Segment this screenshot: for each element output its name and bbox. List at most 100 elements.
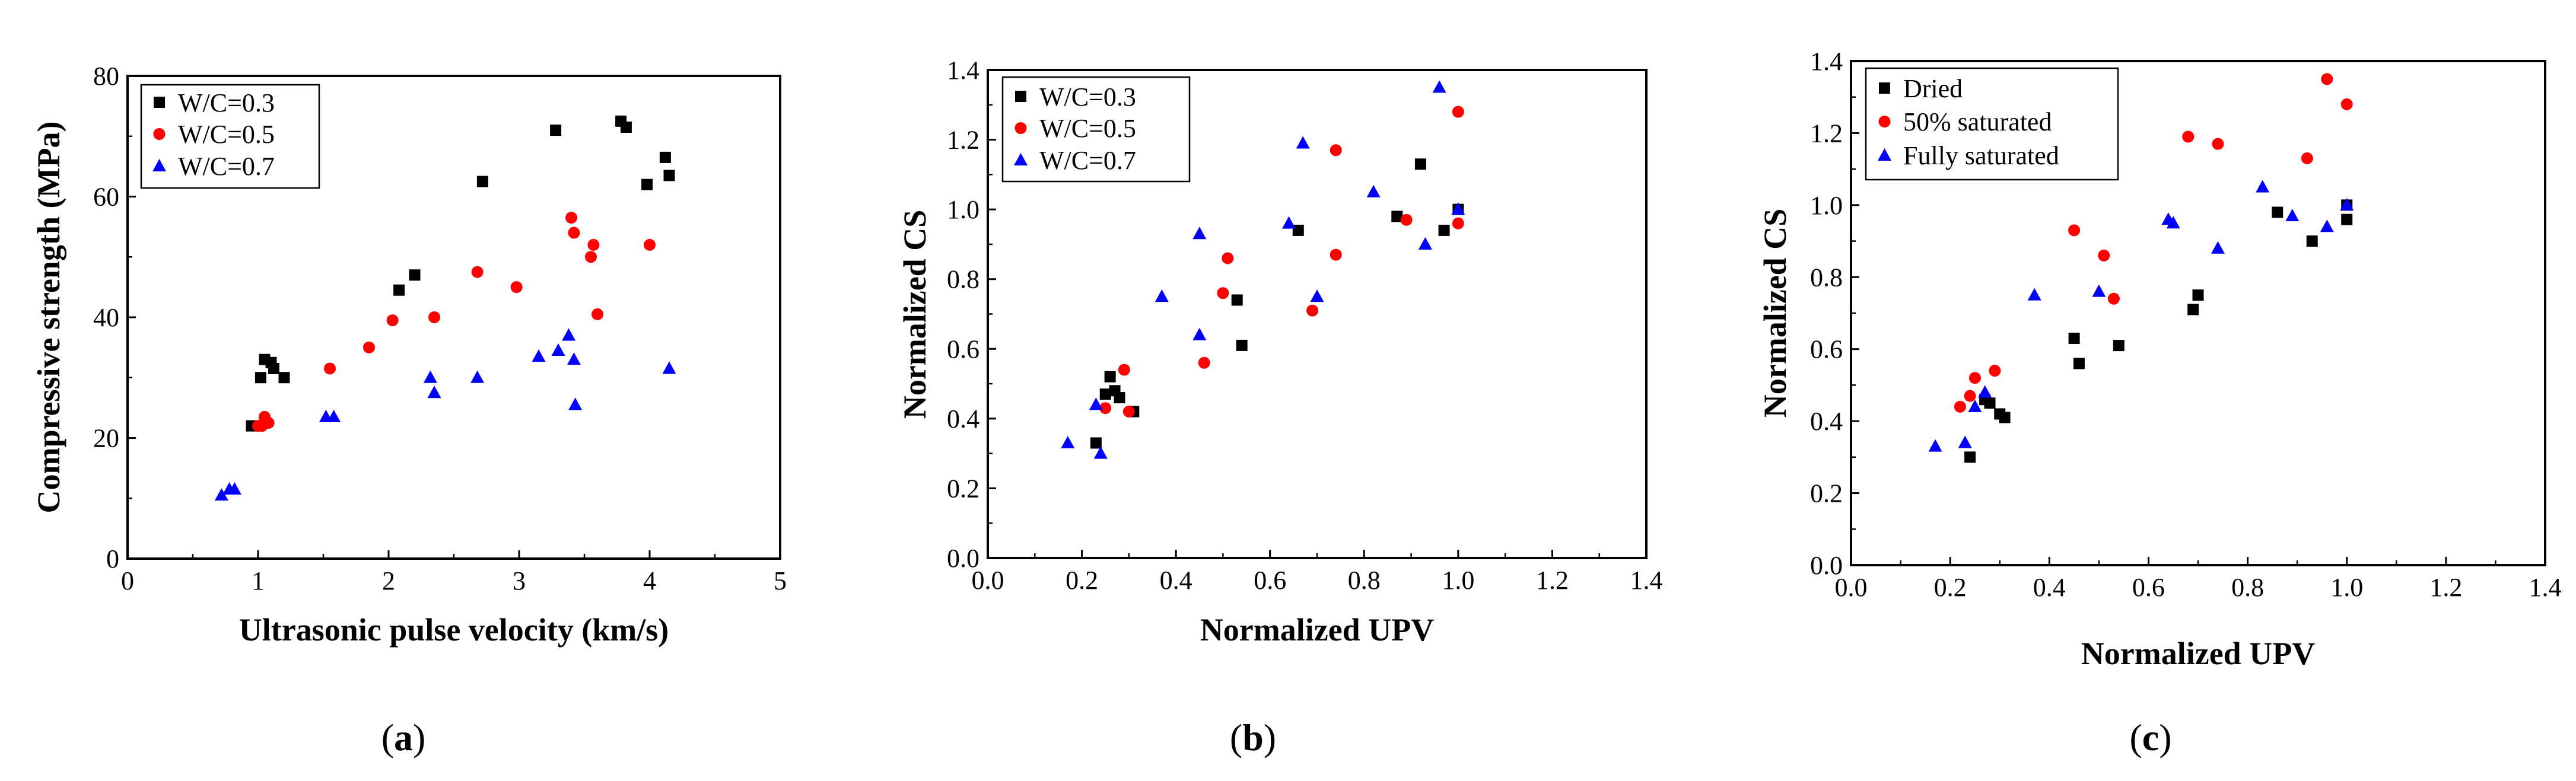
data-point-series-1 bbox=[2272, 206, 2284, 218]
data-point-series-1 bbox=[1236, 339, 1248, 351]
data-point-series-3 bbox=[1089, 397, 1103, 410]
data-point-series-2 bbox=[644, 238, 656, 251]
chart-panel-b: 0.0 0.2 0.4 0.6 0.8 1.0 1.2 1.4 0.0 0.2 0.4 0.6 0.8 1… bbox=[897, 56, 1663, 758]
data-point-series-1 bbox=[255, 372, 266, 384]
data-point-series-3 bbox=[551, 343, 565, 356]
x-tick-label: 5 bbox=[774, 566, 787, 595]
legend-label-series-1: W/C=0.3 bbox=[1039, 82, 1136, 111]
data-point-series-3 bbox=[662, 361, 676, 374]
legend-box bbox=[140, 84, 320, 189]
data-point-series-2 bbox=[428, 311, 440, 323]
data-point-series-2 bbox=[2321, 73, 2333, 85]
y-axis-label: Normalized CS bbox=[1757, 209, 1793, 417]
data-point-series-1 bbox=[268, 362, 279, 374]
y-tick-label: 1.4 bbox=[947, 56, 979, 85]
x-tick-label: 4 bbox=[643, 566, 656, 595]
data-point-series-1 bbox=[663, 170, 675, 181]
data-point-series-3 bbox=[1310, 289, 1324, 302]
data-point-series-1 bbox=[278, 372, 290, 384]
data-point-series-1 bbox=[2341, 213, 2353, 225]
data-point-series-3 bbox=[1432, 80, 1446, 93]
data-point-series-2 bbox=[1099, 402, 1112, 415]
legend-marker-series-3 bbox=[152, 159, 166, 171]
legend-label-series-3: W/C=0.7 bbox=[1039, 146, 1136, 175]
legend: Dried 50% saturated Fully saturated bbox=[1865, 67, 2119, 181]
y-tick-label: 0.4 bbox=[947, 404, 979, 433]
data-point-series-3 bbox=[2027, 288, 2041, 301]
data-point-series-3 bbox=[1978, 385, 1992, 398]
data-point-series-3 bbox=[2166, 216, 2180, 229]
legend-marker-series-3 bbox=[1878, 148, 1891, 161]
data-point-series-2 bbox=[1122, 406, 1135, 418]
data-point-series-3 bbox=[562, 328, 576, 341]
data-point-series-2 bbox=[1964, 390, 1976, 402]
legend-box bbox=[1865, 67, 2119, 181]
data-point-series-1 bbox=[550, 125, 562, 136]
data-point-series-2 bbox=[324, 362, 336, 375]
data-point-series-3 bbox=[1958, 435, 1972, 448]
panel-caption-b: (b) bbox=[1230, 716, 1276, 758]
x-tick-label: 1.0 bbox=[2330, 573, 2363, 602]
legend-marker-series-2 bbox=[1015, 122, 1027, 134]
y-tick-label: 1.4 bbox=[1810, 47, 1843, 76]
data-point-series-1 bbox=[1984, 397, 1996, 409]
x-tick-label: 3 bbox=[513, 566, 526, 595]
axis-ticks: 0 1 2 3 4 5 0 20 40 60 80 bbox=[93, 62, 787, 595]
data-point-series-2 bbox=[565, 212, 577, 224]
data-point-series-3 bbox=[2285, 209, 2300, 222]
data-point-series-2 bbox=[386, 314, 399, 327]
data-point-series-1 bbox=[1104, 371, 1116, 382]
x-tick-label: 0.8 bbox=[1348, 566, 1381, 595]
legend-marker-series-1 bbox=[1015, 91, 1026, 102]
data-point-series-3 bbox=[567, 352, 581, 365]
data-point-series-3 bbox=[1366, 184, 1381, 197]
legend-label-series-1: Dried bbox=[1903, 74, 1963, 103]
legend-marker-series-3 bbox=[1014, 153, 1028, 165]
data-point-series-2 bbox=[1306, 304, 1319, 317]
legend-label-series-2: W/C=0.5 bbox=[178, 120, 275, 149]
data-point-series-3 bbox=[2256, 180, 2270, 193]
data-point-series-2 bbox=[568, 227, 580, 239]
panel-caption-a: (a) bbox=[381, 716, 426, 758]
y-tick-label: 0.0 bbox=[947, 544, 979, 573]
data-point-series-2 bbox=[1954, 400, 1966, 413]
data-point-series-1 bbox=[2192, 289, 2204, 301]
x-tick-label: 0.6 bbox=[2132, 573, 2165, 602]
data-point-series-3 bbox=[2340, 197, 2354, 211]
data-point-series-3 bbox=[1296, 136, 1310, 149]
data-point-series-2 bbox=[1222, 252, 1234, 264]
x-tick-label: 0 bbox=[121, 566, 134, 595]
data-point-series-3 bbox=[327, 409, 341, 422]
y-tick-label: 0 bbox=[106, 544, 119, 573]
x-tick-label: 0.2 bbox=[1934, 573, 1967, 602]
data-point-series-3 bbox=[214, 488, 228, 501]
y-tick-label: 0.4 bbox=[1810, 407, 1843, 436]
data-point-series-2 bbox=[591, 308, 603, 320]
legend-label-series-1: W/C=0.3 bbox=[178, 88, 275, 117]
x-tick-label: 0.4 bbox=[1160, 566, 1192, 595]
y-tick-label: 1.0 bbox=[947, 195, 979, 224]
x-tick-label: 1.4 bbox=[2529, 573, 2562, 602]
data-point-series-1 bbox=[1391, 211, 1403, 222]
x-tick-label: 0.0 bbox=[972, 566, 1004, 595]
data-point-series-2 bbox=[1118, 364, 1130, 376]
x-axis-label: Ultrasonic pulse velocity (km/s) bbox=[239, 612, 669, 648]
data-point-series-3 bbox=[1155, 289, 1169, 302]
data-point-series-2 bbox=[2340, 98, 2353, 110]
data-point-series-3 bbox=[427, 385, 441, 399]
data-point-series-2 bbox=[1452, 106, 1464, 118]
legend-box bbox=[1001, 76, 1191, 183]
x-tick-label: 2 bbox=[382, 566, 395, 595]
x-tick-label: 1.2 bbox=[2429, 573, 2462, 602]
data-point-series-1 bbox=[1090, 437, 1102, 449]
data-point-series-1 bbox=[2187, 304, 2199, 315]
data-point-series-1 bbox=[641, 178, 653, 190]
legend-marker-series-2 bbox=[153, 128, 166, 140]
data-point-series-1 bbox=[1999, 412, 2011, 423]
data-point-series-3 bbox=[423, 370, 437, 383]
data-point-series-2 bbox=[1452, 217, 1464, 229]
y-tick-label: 0.6 bbox=[1810, 335, 1843, 364]
data-point-series-1 bbox=[620, 121, 632, 133]
data-point-series-1 bbox=[2306, 235, 2318, 247]
